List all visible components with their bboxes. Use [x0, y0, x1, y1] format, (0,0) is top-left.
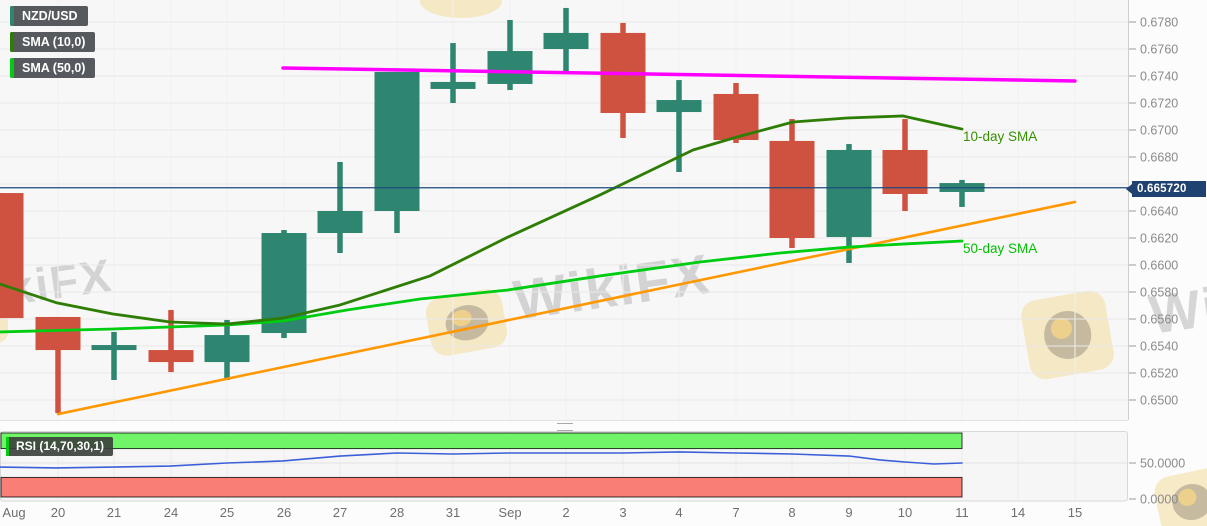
chart-text: 0.6600: [1140, 259, 1178, 273]
chart-text: 27: [333, 505, 347, 520]
chart-text: 11: [955, 505, 969, 520]
chart-text: 3: [619, 505, 626, 520]
chart-text: 0.6580: [1140, 286, 1178, 300]
candle-body-2: [543, 32, 589, 49]
chart-text: 10-day SMA: [963, 129, 1037, 144]
rsi-badge-strip: [6, 437, 9, 456]
chart-text: 0.6620: [1140, 232, 1178, 246]
chart-text: 0.6640: [1140, 205, 1178, 219]
chart-text: 2: [562, 505, 569, 520]
panel-resize-handle[interactable]: [557, 423, 573, 431]
candle-body-28: [374, 71, 420, 211]
chart-text: 50.0000: [1140, 457, 1185, 471]
chart-text: 0.6560: [1140, 313, 1178, 327]
chart-text: 0.6680: [1140, 151, 1178, 165]
candle-body-8: [769, 140, 815, 238]
chart-text: 8: [788, 505, 795, 520]
chart-text: 15: [1068, 505, 1082, 520]
candle-body-27: [317, 211, 363, 234]
orange-support-trendline: [56, 200, 1077, 416]
symbol-badge-strip: [10, 6, 14, 26]
magenta-resistance-trendline: [281, 66, 1077, 83]
candle-wick-24: [168, 309, 174, 373]
chart-text: 0.6780: [1140, 16, 1178, 30]
candle-wick-20: [55, 316, 61, 413]
symbol-badge: NZD/USD: [10, 6, 88, 26]
chart-text: 0.6720: [1140, 97, 1178, 111]
candle-wick-27: [337, 161, 343, 253]
symbol-badge-label: NZD/USD: [22, 9, 78, 23]
chart-text: Sep: [498, 505, 521, 520]
candle-body-21: [91, 345, 137, 351]
rsi-line: [0, 451, 963, 469]
candle-body-Aug: [0, 193, 24, 319]
candle-body-20: [35, 316, 81, 351]
candle-wick-4: [676, 80, 682, 172]
chart-text: Aug: [2, 505, 25, 520]
candle-wick-21: [111, 331, 117, 381]
sma50-badge-label: SMA (50,0): [22, 61, 86, 75]
chart-text: 0.6520: [1140, 367, 1178, 381]
candle-body-9: [826, 149, 872, 238]
sma50-badge-strip: [10, 58, 14, 78]
rsi-badge-label: RSI (14,70,30,1): [16, 439, 105, 453]
rsi-overbought-band: [0, 432, 963, 450]
chart-text: 24: [164, 505, 178, 520]
candle-wick-11: [959, 179, 965, 207]
rsi-oversold-band: [0, 476, 963, 498]
candle-body-Sep: [487, 51, 533, 84]
chart-text: 0.6500: [1140, 394, 1178, 408]
chart-text: 14: [1011, 505, 1025, 520]
chart-text: 20: [51, 505, 65, 520]
chart-text: 4: [675, 505, 682, 520]
chart-text: 26: [277, 505, 291, 520]
chart-text: 50-day SMA: [963, 241, 1037, 256]
candle-body-4: [656, 100, 702, 113]
current-price-badge: 0.665720: [1126, 181, 1206, 197]
chart-text: 31: [446, 505, 460, 520]
chart-text: 9: [845, 505, 852, 520]
sma10-line: [0, 114, 964, 326]
candle-body-10: [882, 149, 928, 194]
candle-body-26: [261, 233, 307, 334]
chart-text: 21: [107, 505, 121, 520]
chart-text: 7: [732, 505, 739, 520]
chart-text: 0.6740: [1140, 70, 1178, 84]
chart-text: 10: [898, 505, 912, 520]
chart-text: 25: [220, 505, 234, 520]
candle-body-25: [204, 335, 250, 363]
candle-wick-31: [450, 43, 456, 103]
sma10-badge-strip: [10, 32, 14, 52]
candle-body-24: [148, 350, 194, 363]
sma10-badge-label: SMA (10,0): [22, 35, 86, 49]
sma10-badge: SMA (10,0): [10, 32, 96, 52]
chart-text: 28: [390, 505, 404, 520]
chart-text: 0.6540: [1140, 340, 1178, 354]
rsi-indicator-badge: RSI (14,70,30,1): [6, 437, 114, 456]
candle-body-31: [430, 81, 476, 89]
chart-text: 0.6700: [1140, 124, 1178, 138]
chart-text: 0.6760: [1140, 43, 1178, 57]
chart-text: 0.0000: [1140, 493, 1178, 507]
sma50-badge: SMA (50,0): [10, 58, 96, 78]
current-price-value: 0.665720: [1137, 183, 1187, 195]
